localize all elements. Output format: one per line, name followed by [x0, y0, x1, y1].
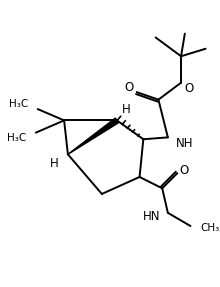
Text: H₃C: H₃C: [9, 99, 28, 109]
Text: H₃C: H₃C: [7, 133, 26, 143]
Text: O: O: [179, 164, 189, 177]
Text: H: H: [122, 102, 131, 116]
Text: CH₃: CH₃: [200, 223, 219, 233]
Text: O: O: [184, 82, 193, 95]
Polygon shape: [68, 118, 119, 154]
Text: O: O: [125, 81, 134, 94]
Text: HN: HN: [143, 210, 160, 223]
Text: H: H: [50, 157, 59, 170]
Text: NH: NH: [175, 137, 193, 150]
